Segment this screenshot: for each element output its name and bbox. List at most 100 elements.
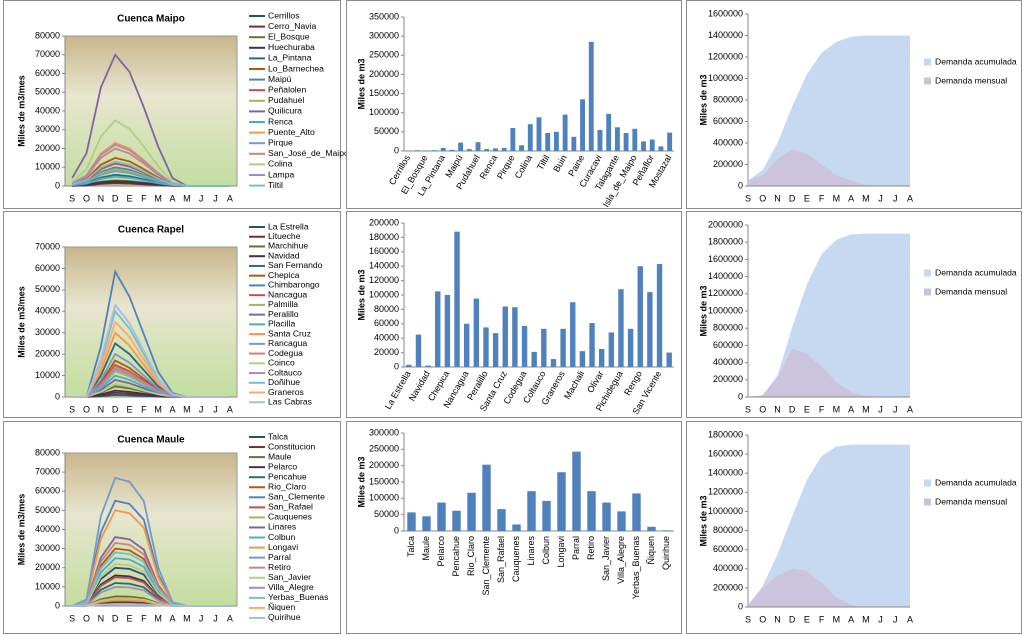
- bar: [425, 365, 431, 367]
- y-tick-label: 50000: [35, 505, 60, 515]
- x-tick-label: A: [907, 193, 913, 203]
- legend-label: Parral: [268, 552, 291, 562]
- bar: [542, 500, 551, 531]
- legend-swatch: [924, 479, 931, 487]
- legend-label: Huechuraba: [268, 42, 315, 52]
- bar: [618, 289, 624, 367]
- y-tick-label: 80000: [35, 447, 60, 457]
- x-tick-label: N: [98, 193, 105, 203]
- bar: [557, 472, 566, 531]
- x-tick-label: A: [169, 404, 175, 414]
- bar: [432, 150, 437, 151]
- x-tick-label: J: [878, 404, 883, 414]
- series-line: [72, 302, 230, 398]
- legend-label: Linares: [268, 522, 296, 532]
- y-tick-label: 0: [55, 600, 60, 610]
- bar: [452, 510, 461, 531]
- legend-label: Puente_Alto: [268, 127, 315, 137]
- y-axis-label: Miles de m3: [356, 58, 366, 109]
- x-tick-label: E: [126, 193, 132, 203]
- y-axis-label: Miles de m3: [698, 495, 708, 546]
- bar: [647, 292, 653, 367]
- x-tick-label: M: [183, 613, 191, 623]
- y-tick-label: 100000: [369, 289, 399, 299]
- y-tick-label: 1200000: [708, 487, 743, 497]
- bar: [571, 136, 577, 151]
- y-tick-label: 50000: [35, 284, 60, 294]
- bar: [623, 133, 629, 151]
- bar: [656, 264, 663, 367]
- y-tick-label: 200000: [369, 217, 399, 227]
- x-tick-label: A: [848, 404, 854, 414]
- x-tick-label: Rio_Claro: [466, 536, 476, 576]
- bar: [483, 327, 489, 367]
- legend-label: Quirihue: [268, 612, 301, 622]
- x-tick-label: Maule: [421, 536, 431, 561]
- legend-label: Colbun: [268, 532, 295, 542]
- y-tick-label: 60000: [35, 68, 60, 78]
- y-tick-label: 120000: [369, 275, 399, 285]
- bar: [560, 328, 566, 367]
- y-tick-label: 200000: [713, 159, 743, 169]
- y-tick-label: 30000: [35, 124, 60, 134]
- y-tick-label: 50000: [374, 126, 399, 136]
- bar: [598, 349, 605, 367]
- x-tick-label: A: [907, 614, 913, 624]
- bar: [531, 351, 537, 367]
- y-axis-label: Miles de m3: [698, 74, 708, 125]
- bar: [550, 359, 557, 367]
- bar: [510, 128, 516, 151]
- legend-label: Talca: [268, 431, 288, 441]
- bar: [658, 146, 664, 151]
- x-tick-label: E: [804, 614, 810, 624]
- y-tick-label: 1600000: [708, 8, 743, 18]
- y-tick-label: 100000: [369, 107, 399, 117]
- x-tick-label: O: [759, 614, 766, 624]
- x-tick-label: F: [141, 404, 147, 414]
- legend-label: Maipú: [268, 74, 292, 84]
- y-tick-label: 600000: [713, 544, 743, 554]
- x-tick-label: F: [819, 614, 825, 624]
- x-tick-label: M: [154, 404, 162, 414]
- y-tick-label: 0: [738, 601, 743, 611]
- y-tick-label: 200000: [369, 69, 399, 79]
- x-tick-label: San_Javier: [601, 536, 611, 581]
- bar: [501, 147, 507, 151]
- bar: [667, 132, 673, 151]
- x-tick-label: Longavi: [556, 536, 566, 568]
- y-tick-label: 0: [738, 391, 743, 401]
- bar: [423, 150, 429, 151]
- legend-label: Doñihue: [268, 377, 300, 387]
- x-tick-label: A: [227, 613, 233, 623]
- x-tick-label: S: [69, 613, 75, 623]
- x-tick-label: E: [804, 404, 810, 414]
- legend-label: Cerrillos: [268, 10, 300, 20]
- legend-label: Pirque: [268, 137, 293, 147]
- x-tick-label: A: [169, 613, 175, 623]
- series-area: [748, 568, 910, 607]
- x-tick-label: M: [833, 404, 841, 414]
- bar: [467, 492, 476, 531]
- bar: [527, 491, 536, 531]
- y-tick-label: 40000: [374, 333, 399, 343]
- x-tick-label: Retiro: [586, 536, 596, 560]
- bar: [572, 451, 581, 531]
- y-tick-label: 20000: [35, 143, 60, 153]
- legend-label: Chimbarongo: [268, 280, 320, 290]
- x-tick-label: E: [126, 613, 132, 623]
- legend-label: San_Rafael: [268, 502, 313, 512]
- y-tick-label: 140000: [369, 261, 399, 271]
- y-tick-label: 40000: [35, 306, 60, 316]
- y-tick-label: 800000: [713, 525, 743, 535]
- x-tick-label: A: [907, 404, 913, 414]
- x-tick-label: N: [774, 193, 781, 203]
- x-tick-label: J: [893, 614, 898, 624]
- chart-panel: [346, 0, 682, 209]
- x-tick-label: J: [893, 404, 898, 414]
- legend-label: Peñalolen: [268, 84, 306, 94]
- x-tick-label: E: [804, 193, 810, 203]
- x-tick-label: M: [833, 614, 841, 624]
- legend-swatch: [924, 269, 931, 277]
- y-tick-label: 250000: [369, 444, 399, 454]
